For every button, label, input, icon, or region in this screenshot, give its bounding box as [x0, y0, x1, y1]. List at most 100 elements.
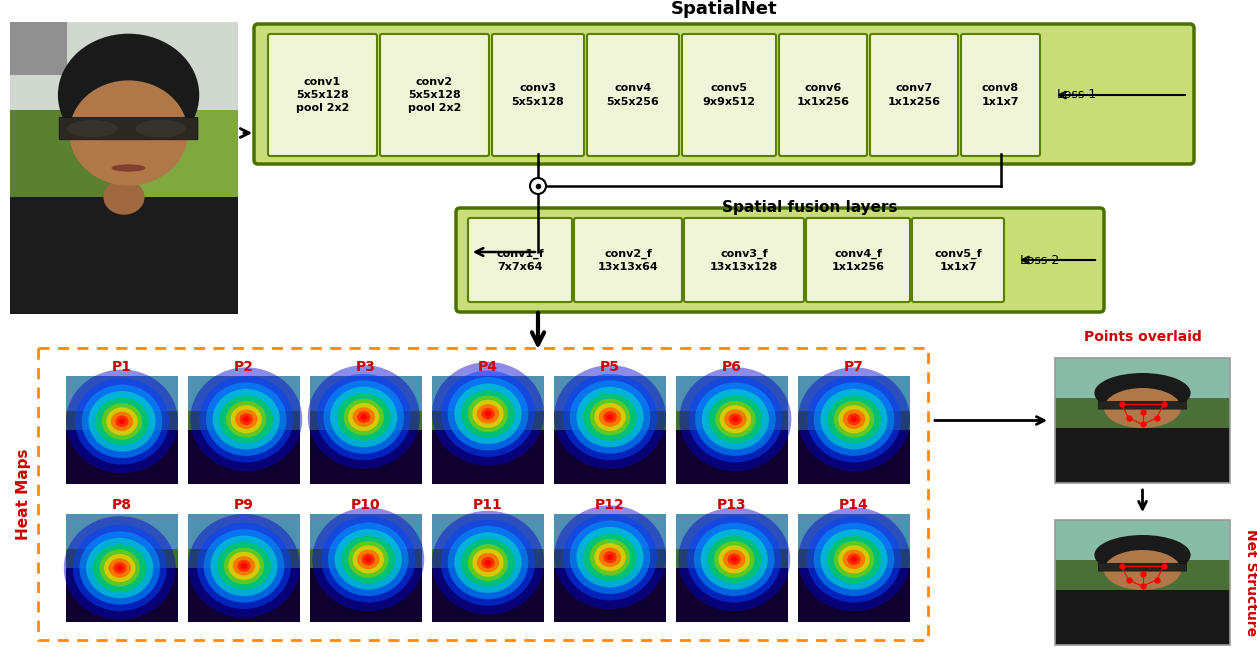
Ellipse shape [715, 401, 755, 437]
Text: conv5_f
1x1x7: conv5_f 1x1x7 [934, 249, 982, 272]
Ellipse shape [720, 405, 750, 434]
Ellipse shape [463, 537, 514, 582]
Ellipse shape [113, 562, 127, 574]
Ellipse shape [728, 554, 740, 565]
Ellipse shape [102, 403, 142, 440]
Ellipse shape [69, 80, 187, 186]
Ellipse shape [99, 550, 140, 586]
Bar [676, 411, 788, 430]
Ellipse shape [473, 400, 504, 428]
Ellipse shape [461, 539, 515, 586]
Ellipse shape [432, 362, 544, 465]
Text: P8: P8 [112, 498, 132, 512]
Bar [67, 514, 178, 548]
FancyBboxPatch shape [574, 218, 683, 302]
Bar [67, 411, 178, 430]
FancyBboxPatch shape [491, 34, 585, 156]
Ellipse shape [447, 377, 528, 450]
Ellipse shape [64, 516, 176, 620]
Ellipse shape [842, 550, 865, 569]
Ellipse shape [851, 416, 857, 422]
Bar [189, 514, 300, 548]
Ellipse shape [590, 398, 630, 435]
Ellipse shape [842, 410, 865, 429]
Ellipse shape [210, 535, 278, 596]
Text: conv4
5x5x256: conv4 5x5x256 [607, 84, 660, 106]
Ellipse shape [585, 398, 636, 444]
Bar [676, 568, 788, 622]
Ellipse shape [219, 537, 270, 582]
Bar [1055, 428, 1231, 483]
Bar [554, 430, 666, 484]
Ellipse shape [212, 389, 280, 450]
Ellipse shape [476, 404, 499, 424]
Ellipse shape [730, 556, 738, 563]
Ellipse shape [341, 398, 392, 444]
Ellipse shape [1095, 373, 1190, 413]
Ellipse shape [585, 537, 636, 582]
Text: P12: P12 [595, 498, 625, 512]
Bar [67, 430, 178, 484]
Ellipse shape [468, 545, 508, 581]
Ellipse shape [317, 374, 411, 460]
Ellipse shape [361, 414, 367, 420]
Ellipse shape [485, 411, 491, 417]
FancyBboxPatch shape [684, 218, 804, 302]
Ellipse shape [821, 529, 887, 589]
Bar [189, 568, 300, 622]
Ellipse shape [357, 411, 371, 423]
Bar [554, 568, 666, 622]
Text: P10: P10 [351, 498, 381, 512]
Ellipse shape [233, 556, 255, 576]
Text: P13: P13 [718, 498, 747, 512]
FancyBboxPatch shape [268, 34, 377, 156]
Ellipse shape [688, 516, 782, 602]
Ellipse shape [97, 398, 148, 444]
Ellipse shape [82, 385, 162, 458]
Bar [1055, 590, 1231, 645]
Ellipse shape [838, 405, 870, 434]
Bar [310, 548, 422, 568]
Text: P3: P3 [356, 360, 376, 374]
Ellipse shape [240, 413, 253, 425]
Ellipse shape [607, 414, 613, 420]
Text: P6: P6 [722, 360, 742, 374]
Ellipse shape [563, 514, 657, 600]
Ellipse shape [595, 543, 626, 571]
Ellipse shape [352, 408, 375, 427]
Bar [1055, 520, 1231, 560]
Ellipse shape [847, 554, 861, 565]
Bar [676, 514, 788, 548]
Bar [1055, 520, 1231, 645]
Bar [10, 22, 238, 110]
Text: conv1
5x5x128
pool 2x2: conv1 5x5x128 pool 2x2 [295, 77, 349, 113]
Bar [432, 376, 544, 484]
Bar [676, 376, 788, 411]
Ellipse shape [58, 34, 200, 156]
Ellipse shape [798, 508, 910, 611]
Ellipse shape [240, 563, 248, 569]
Bar [10, 197, 238, 314]
Ellipse shape [454, 384, 522, 444]
Ellipse shape [827, 535, 881, 583]
Bar [67, 568, 178, 622]
FancyBboxPatch shape [456, 208, 1104, 312]
Ellipse shape [828, 537, 880, 582]
Text: P9: P9 [234, 498, 254, 512]
Bar [798, 430, 910, 484]
Ellipse shape [828, 398, 880, 444]
Ellipse shape [238, 560, 250, 572]
Ellipse shape [357, 550, 380, 569]
Ellipse shape [117, 565, 123, 571]
Ellipse shape [1095, 535, 1190, 575]
Bar [10, 22, 238, 314]
Bar [798, 548, 910, 568]
Bar [1055, 358, 1231, 483]
Text: conv2
5x5x128
pool 2x2: conv2 5x5x128 pool 2x2 [407, 77, 461, 113]
Ellipse shape [73, 525, 167, 611]
Ellipse shape [847, 413, 861, 425]
Bar [310, 430, 422, 484]
Text: conv6
1x1x256: conv6 1x1x256 [797, 84, 850, 106]
Ellipse shape [607, 554, 613, 560]
Text: Loss 1: Loss 1 [1057, 88, 1096, 101]
